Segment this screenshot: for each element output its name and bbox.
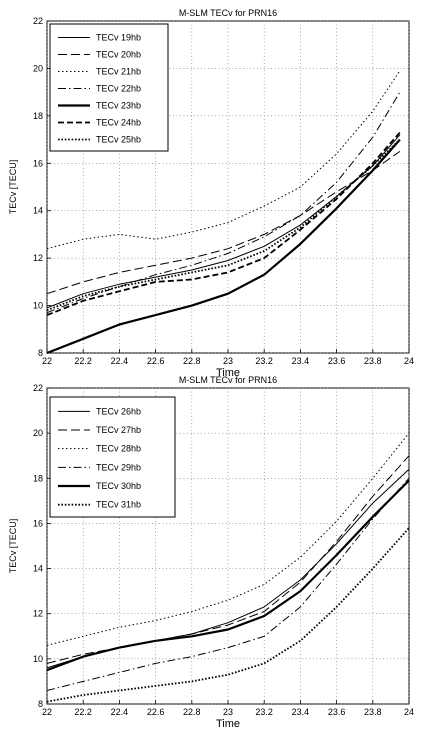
- legend-label: TECv 25hb: [96, 135, 141, 145]
- y-tick-label: 8: [38, 348, 43, 358]
- legend-label: TECv 28hb: [96, 444, 141, 454]
- x-tick-label: 23.4: [292, 356, 310, 366]
- chart-1: M-SLM TECv for PRN16 22 22.2 22.4 22.6 22.8 23…: [8, 8, 414, 379]
- x-tick-label: 22.4: [111, 707, 129, 717]
- legend-label: TECv 24hb: [96, 118, 141, 128]
- legend-label: TECv 30hb: [96, 481, 141, 491]
- legend-label: TECv 26hb: [96, 406, 141, 416]
- legend-label: TECv 22hb: [96, 84, 141, 94]
- y-tick-label: 22: [33, 16, 43, 26]
- x-axis-label: Time: [216, 718, 240, 729]
- x-tick-label: 22: [42, 356, 52, 366]
- x-tick-label: 23.2: [255, 356, 273, 366]
- x-tick-label: 22: [42, 707, 52, 717]
- legend-label: TECv 29hb: [96, 462, 141, 472]
- y-tick-label: 12: [33, 609, 43, 619]
- series-line-6: [46, 131, 401, 316]
- chart-title: M-SLM TECv for PRN16: [179, 8, 277, 18]
- series-line-5: [46, 138, 401, 355]
- chart-title: M-SLM TECv for PRN16: [179, 375, 277, 385]
- y-tick-label: 16: [33, 158, 43, 168]
- series-line-5: [46, 479, 410, 672]
- series-line-3: [46, 70, 401, 250]
- legend: TECv 19hb TECv 20hb TECv 21hb TECv 22hb TECv…: [49, 23, 169, 152]
- x-tick-label: 22.6: [147, 707, 165, 717]
- x-tick-label: 23.4: [292, 707, 310, 717]
- series-line-4: [46, 477, 410, 691]
- x-tick-label: 24: [404, 356, 414, 366]
- y-tick-label: 18: [33, 473, 43, 483]
- legend-label: TECv 21hb: [96, 67, 141, 77]
- x-tick-label: 23.2: [255, 707, 273, 717]
- x-tick-label: 23: [223, 356, 233, 366]
- legend-label: TECv 23hb: [96, 101, 141, 111]
- x-tick-label: 22.8: [183, 707, 201, 717]
- y-tick-label: 8: [38, 699, 43, 709]
- y-tick-label: 20: [33, 63, 43, 73]
- legend-box: [49, 23, 169, 152]
- legend-label: TECv 31hb: [96, 500, 141, 510]
- legend-label: TECv 20hb: [96, 50, 141, 60]
- x-tick-label: 23.6: [328, 707, 346, 717]
- y-tick-label: 20: [33, 428, 43, 438]
- x-tick-label: 23.6: [328, 356, 346, 366]
- x-tick-label: 22.2: [74, 707, 92, 717]
- x-tick-label: 22.2: [74, 356, 92, 366]
- y-tick-label: 10: [33, 654, 43, 664]
- x-tick-label: 23: [223, 707, 233, 717]
- x-tick-label: 24: [404, 707, 414, 717]
- x-axis-label: Time: [216, 367, 240, 379]
- legend-box: [49, 396, 176, 518]
- y-tick-label: 14: [33, 206, 43, 216]
- x-tick-label: 23.8: [364, 707, 382, 717]
- legend-label: TECv 19hb: [96, 33, 141, 43]
- series-line-6: [46, 527, 410, 703]
- series-line-2: [46, 150, 401, 295]
- series-line-4: [46, 91, 401, 314]
- y-tick-label: 16: [33, 518, 43, 528]
- legend-label: TECv 27hb: [96, 425, 141, 435]
- x-tick-label: 22.6: [147, 356, 165, 366]
- y-tick-label: 22: [33, 383, 43, 393]
- y-axis-label: TECv [TECU]: [8, 160, 18, 215]
- y-tick-label: 14: [33, 564, 43, 574]
- x-tick-label: 23.8: [364, 356, 382, 366]
- chart-2: M-SLM TECv for PRN16 22 22.2 22.4 22.6 22.8 23…: [8, 375, 414, 729]
- legend: TECv 26hb TECv 27hb TECv 28hb TECv 29hb TECv…: [49, 396, 176, 518]
- x-tick-label: 22.4: [111, 356, 129, 366]
- series-line-3: [46, 432, 410, 646]
- y-tick-label: 12: [33, 253, 43, 263]
- y-tick-label: 10: [33, 301, 43, 311]
- series-line-2: [46, 455, 410, 664]
- y-axis-label: TECv [TECU]: [8, 519, 18, 574]
- y-tick-label: 18: [33, 111, 43, 121]
- x-tick-label: 22.8: [183, 356, 201, 366]
